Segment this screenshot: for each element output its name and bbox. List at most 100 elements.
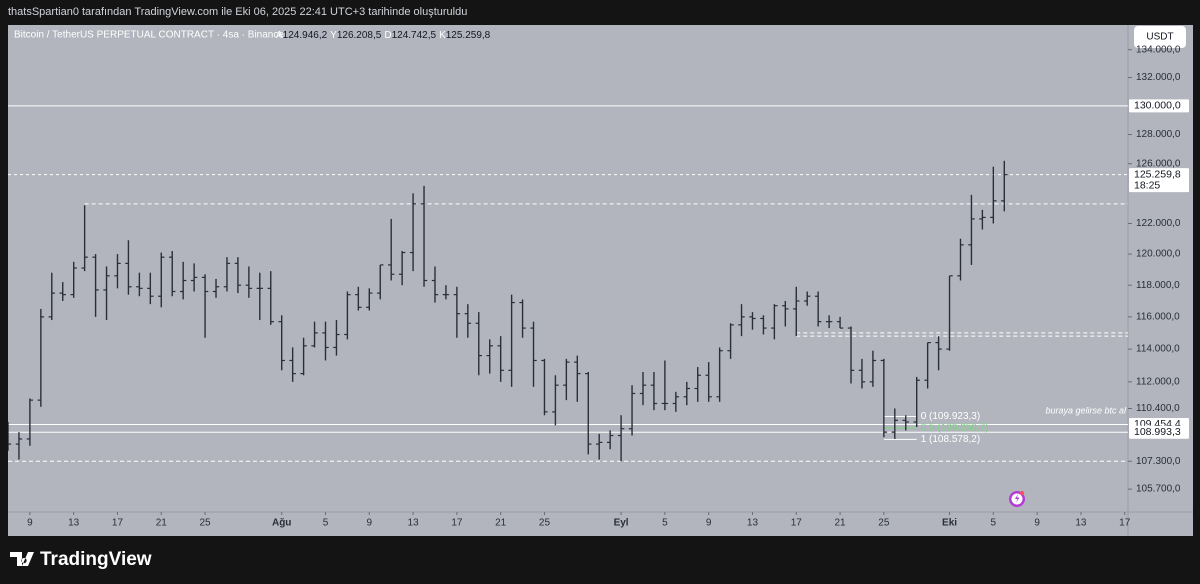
ohlc-bar <box>541 358 548 416</box>
ohlc-bar <box>946 275 953 351</box>
ohlc-bar <box>847 326 855 384</box>
x-tick-label: 17 <box>791 518 803 529</box>
readout-value: 125.259,8 <box>446 30 491 41</box>
ohlc-bar <box>979 209 986 230</box>
ohlc-bar <box>957 238 964 281</box>
ohlc-bar <box>300 337 307 376</box>
x-tick-label: 9 <box>1034 518 1040 529</box>
ohlc-bar <box>70 261 77 298</box>
brand: TradingView <box>40 549 152 570</box>
x-tick-label: 5 <box>323 518 329 529</box>
fib-label: 0 (109.923,3) <box>921 411 981 422</box>
x-tick-label: 17 <box>451 518 463 529</box>
x-tick-label: 5 <box>991 518 997 529</box>
ohlc-bar <box>596 433 603 460</box>
x-tick-label: 17 <box>112 518 124 529</box>
y-tick-label: 114.000,0 <box>1136 344 1180 355</box>
x-tick-label: 25 <box>200 518 212 529</box>
ohlc-bar <box>508 294 515 387</box>
ohlc-bar <box>256 272 264 321</box>
ohlc-bar <box>190 263 198 292</box>
ohlc-bar <box>836 316 844 329</box>
ohlc-bar <box>179 261 187 300</box>
x-tick-label: 13 <box>408 518 420 529</box>
x-tick-label: 13 <box>747 518 759 529</box>
ohlc-bar <box>475 312 482 376</box>
ohlc-bar <box>158 252 165 308</box>
ohlc-bar <box>486 339 493 374</box>
ohlc-bar <box>650 371 658 411</box>
price-label-box <box>1129 425 1189 439</box>
x-tick-label: 9 <box>706 518 712 529</box>
annotation: buraya gelirse btc al <box>1045 406 1127 416</box>
y-tick-label: 105.700,0 <box>1136 484 1181 495</box>
ohlc-bar <box>223 257 231 292</box>
y-tick-label: 116.000,0 <box>1136 312 1180 323</box>
ohlc-bar <box>267 271 274 325</box>
ohlc-bar <box>377 264 384 300</box>
alert-icon[interactable] <box>1009 491 1025 507</box>
y-tick-label: 132.000,0 <box>1136 72 1181 83</box>
ohlc-bar <box>201 274 209 338</box>
ohlc-bar <box>749 312 756 330</box>
price-label-box <box>1129 168 1189 193</box>
ohlc-bar <box>1001 160 1008 212</box>
ohlc-bar <box>387 218 395 281</box>
y-tick-label: 110.400,0 <box>1136 403 1180 414</box>
ohlc-bar <box>125 240 132 295</box>
ohlc-bar <box>92 254 99 317</box>
ohlc-bar <box>804 291 811 306</box>
x-tick-label: 25 <box>539 518 551 529</box>
ohlc-bar <box>344 291 351 340</box>
ohlc-bar <box>705 362 712 402</box>
x-tick-label: 13 <box>68 518 80 529</box>
ohlc-bar <box>628 385 636 436</box>
y-tick-label: 128.000,0 <box>1136 129 1181 140</box>
ohlc-bar <box>212 278 220 298</box>
ohlc-bar <box>103 266 110 321</box>
ohlc-bar <box>289 347 296 382</box>
ohlc-bar <box>355 286 362 311</box>
ohlc-readout: A124.946,2 Y126.208,5 D124.742,5 K125.259,8 <box>276 30 491 41</box>
currency-button[interactable] <box>1134 26 1186 48</box>
ohlc-bar <box>694 367 701 402</box>
price-label: 130.000,0 <box>1134 100 1181 112</box>
ohlc-bar <box>366 288 373 311</box>
x-tick-label: Ağu <box>272 518 291 529</box>
plot-area <box>8 105 1128 462</box>
readout-key: Y <box>330 30 337 41</box>
price-label: 108.993,3 <box>1134 426 1181 438</box>
ohlc-bar <box>935 336 942 371</box>
x-tick-label: 17 <box>1119 518 1131 529</box>
tv-logo <box>10 552 34 566</box>
ohlc-bar <box>453 286 461 338</box>
ohlc-bar <box>738 304 745 337</box>
ohlc-bar <box>639 371 647 406</box>
readout-value: 126.208,5 <box>337 30 382 41</box>
price-label: 125.259,8 <box>1134 168 1181 180</box>
ohlc-bar <box>782 300 789 327</box>
ohlc-bar <box>617 415 625 462</box>
ohlc-bar <box>81 205 88 272</box>
ohlc-bar <box>245 266 253 298</box>
ohlc-bar <box>968 194 975 265</box>
currency-label: USDT <box>1146 32 1173 43</box>
credit-text: thatsSpartian0 tarafından TradingView.co… <box>8 6 467 18</box>
ohlc-bar <box>409 193 417 272</box>
ohlc-bar <box>431 266 439 303</box>
x-tick-label: 21 <box>156 518 168 529</box>
ohlc-bar <box>278 315 285 371</box>
ohlc-bar <box>169 250 176 297</box>
ohlc-bar <box>322 321 329 361</box>
ohlc-bar <box>606 430 614 450</box>
ohlc-bar <box>760 315 767 335</box>
readout-value: 124.946,2 <box>283 30 328 41</box>
ohlc-bar <box>672 391 680 412</box>
ohlc-bar <box>147 272 154 305</box>
ohlc-bar <box>497 336 504 382</box>
ohlc-bar <box>869 350 877 387</box>
ohlc-bar <box>814 291 822 327</box>
ohlc-bar <box>858 358 866 389</box>
